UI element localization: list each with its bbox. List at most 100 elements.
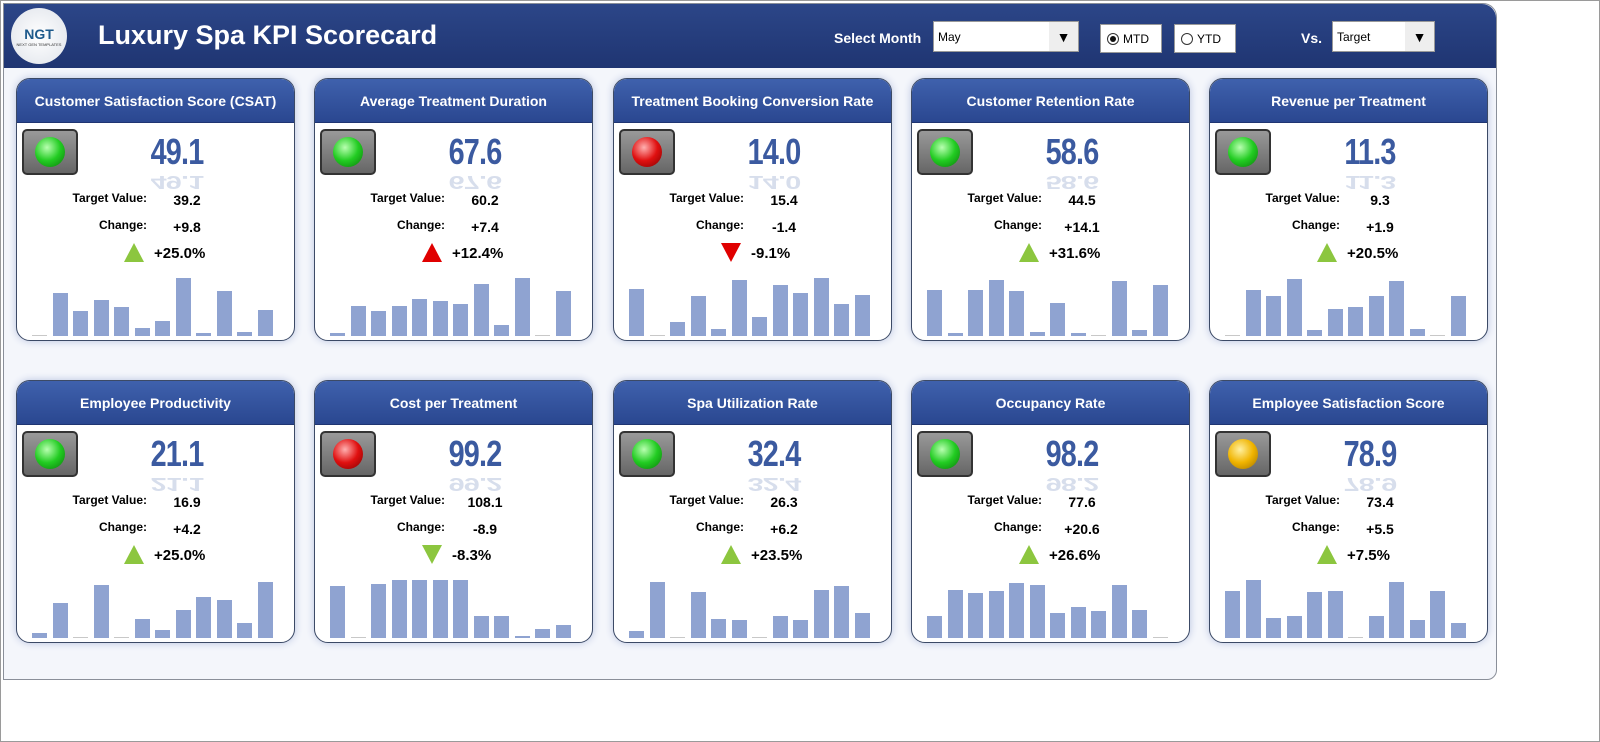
change-label: Change: xyxy=(99,218,147,232)
sparkbar-chart xyxy=(330,574,582,638)
spark-bar xyxy=(711,619,726,638)
target-label: Target Value: xyxy=(1265,191,1340,205)
spark-bar xyxy=(834,304,849,336)
target-label: Target Value: xyxy=(1265,493,1340,507)
red-light-icon xyxy=(632,137,662,167)
kpi-title: Employee Satisfaction Score xyxy=(1210,381,1487,425)
vs-value: Target xyxy=(1337,30,1371,44)
spark-bar xyxy=(371,584,386,638)
spark-bar xyxy=(1327,309,1343,336)
spark-bar xyxy=(371,311,386,336)
spark-bar xyxy=(1009,291,1024,336)
change-percent: +7.5% xyxy=(1347,547,1390,564)
spark-bar xyxy=(1307,330,1322,336)
spark-bar xyxy=(216,291,232,336)
spark-bar xyxy=(134,328,150,336)
red-light-icon xyxy=(333,439,363,469)
spark-bar xyxy=(155,630,170,638)
spark-bar xyxy=(32,335,47,336)
mtd-radio[interactable]: MTD xyxy=(1100,24,1162,53)
spark-bar xyxy=(1266,618,1281,638)
spark-bar xyxy=(1450,296,1466,336)
down-arrow-icon xyxy=(721,243,741,262)
sparkbar-chart xyxy=(927,574,1179,638)
target-label: Target Value: xyxy=(370,493,445,507)
spark-bar xyxy=(350,306,366,336)
page-title: Luxury Spa KPI Scorecard xyxy=(98,20,438,50)
chevron-down-icon[interactable]: ▼ xyxy=(1405,22,1434,51)
change-percent: +25.0% xyxy=(154,547,206,564)
logo-text: NGT xyxy=(24,25,54,42)
spark-bar xyxy=(196,333,211,336)
spark-bar xyxy=(93,300,109,336)
change-percent: +25.0% xyxy=(154,245,206,262)
change-label: Change: xyxy=(99,520,147,534)
spark-bar xyxy=(1348,307,1363,336)
change-label: Change: xyxy=(1292,520,1340,534)
spark-bar xyxy=(1225,335,1240,336)
change-value: +1.9 xyxy=(1366,219,1394,235)
spark-bar xyxy=(813,278,829,336)
sparkbar-chart xyxy=(32,272,284,336)
spark-bar xyxy=(1245,580,1261,638)
spark-bar xyxy=(1070,607,1086,638)
spark-bar xyxy=(793,293,808,336)
change-percent: -8.3% xyxy=(452,547,492,564)
change-label: Change: xyxy=(397,218,445,232)
kpi-value: 14.0 xyxy=(722,131,826,173)
spark-bar xyxy=(711,329,726,336)
spark-bar xyxy=(1029,585,1045,638)
spark-bar xyxy=(257,310,273,336)
spark-bar xyxy=(494,616,509,638)
green-light-icon xyxy=(930,137,960,167)
spark-bar xyxy=(1132,610,1147,638)
month-dropdown[interactable]: May ▼ xyxy=(933,21,1079,52)
spark-bar xyxy=(772,285,788,336)
spark-bar xyxy=(535,629,550,638)
change-value: +4.2 xyxy=(173,521,201,537)
vs-label: Vs. xyxy=(1301,30,1323,46)
spark-bar xyxy=(1111,585,1127,638)
spark-bar xyxy=(1307,592,1322,638)
spark-bar xyxy=(690,296,706,336)
spark-bar xyxy=(1152,637,1168,638)
kpi-value: 67.6 xyxy=(423,131,527,173)
target-value: 60.2 xyxy=(471,192,499,208)
spark-bar xyxy=(114,637,129,638)
spark-bar xyxy=(432,580,448,638)
spark-bar xyxy=(1266,296,1281,336)
spark-bar xyxy=(1368,296,1384,336)
kpi-card: Treatment Booking Conversion Rate 14.0 T… xyxy=(613,78,892,341)
spark-bar xyxy=(175,278,191,336)
spark-bar xyxy=(927,290,942,336)
target-value: 16.9 xyxy=(173,494,201,510)
change-percent: +31.6% xyxy=(1049,245,1101,262)
target-value: 77.6 xyxy=(1068,494,1096,510)
target-value: 108.1 xyxy=(467,494,503,510)
target-value: 44.5 xyxy=(1068,192,1096,208)
target-label: Target Value: xyxy=(967,191,1042,205)
vs-dropdown[interactable]: Target ▼ xyxy=(1332,21,1435,52)
kpi-value: 99.2 xyxy=(423,433,527,475)
kpi-title: Revenue per Treatment xyxy=(1210,79,1487,123)
radio-empty-icon xyxy=(1181,32,1193,45)
spark-bar xyxy=(813,590,829,638)
spark-bar xyxy=(330,333,345,336)
kpi-value: 11.3 xyxy=(1318,131,1422,173)
spark-bar xyxy=(494,325,509,336)
change-label: Change: xyxy=(696,520,744,534)
kpi-card: Employee Productivity 21.1 Target Value:… xyxy=(16,380,295,643)
chevron-down-icon[interactable]: ▼ xyxy=(1049,22,1078,51)
spark-bar xyxy=(854,295,870,336)
spark-bar xyxy=(1327,591,1343,638)
spark-bar xyxy=(670,637,685,638)
ytd-radio[interactable]: YTD xyxy=(1174,24,1236,53)
spark-bar xyxy=(52,293,68,336)
logo-subtext: NEXT GEN TEMPLATES xyxy=(16,41,62,47)
status-light xyxy=(320,129,376,175)
spark-bar xyxy=(555,625,571,638)
spark-bar xyxy=(237,332,252,336)
spark-bar xyxy=(1245,290,1261,336)
change-percent: -9.1% xyxy=(751,245,791,262)
up-arrow-icon xyxy=(124,545,144,564)
